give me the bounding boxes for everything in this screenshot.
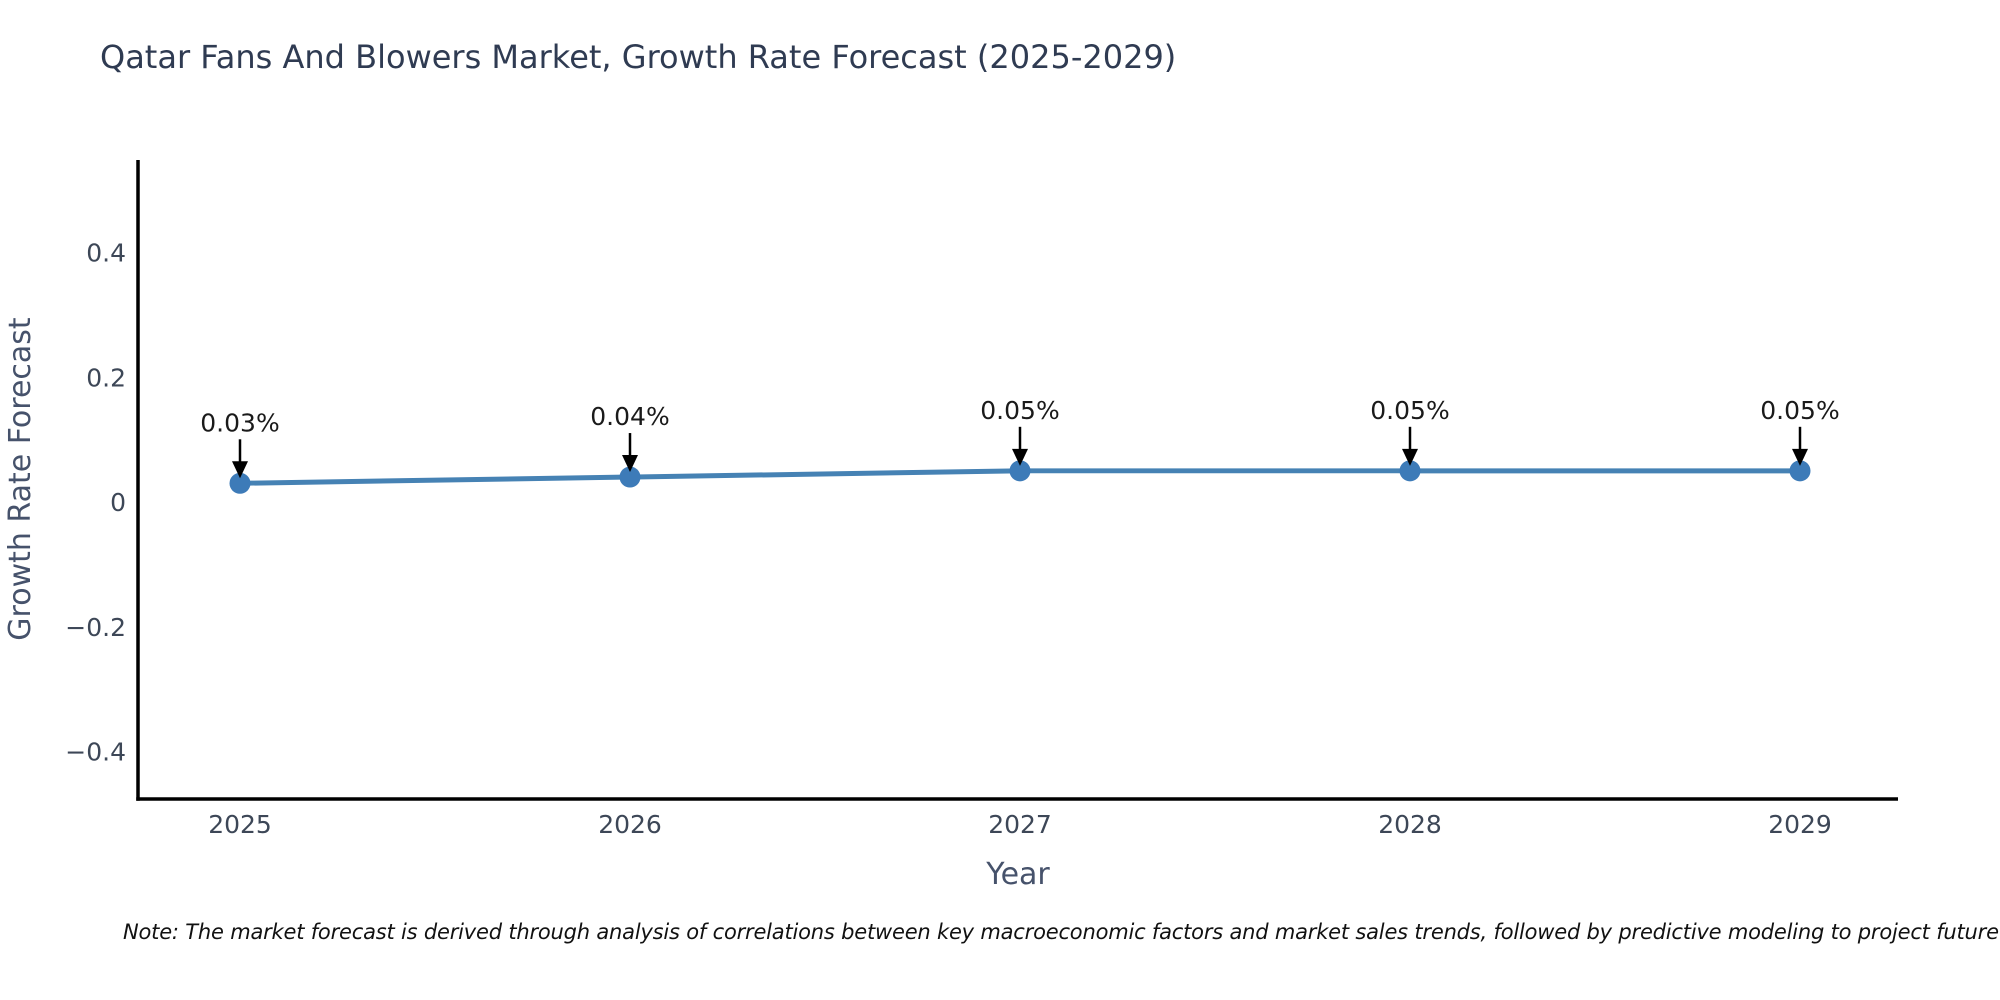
x-tick-label: 2029: [1768, 810, 1832, 839]
annotation-arrow-head: [1402, 448, 1418, 466]
x-tick-label: 2028: [1378, 810, 1442, 839]
x-tick-label: 2025: [208, 810, 272, 839]
x-tick-label: 2027: [988, 810, 1052, 839]
y-tick-label: 0.4: [86, 239, 126, 268]
y-tick-label: 0: [110, 488, 126, 517]
x-axis-title: Year: [985, 857, 1050, 892]
annotation-arrow-head: [1792, 448, 1808, 466]
annotation-arrow-head: [622, 455, 638, 473]
annotation-arrow-head: [1012, 448, 1028, 466]
point-label: 0.04%: [590, 402, 669, 431]
y-tick-label: −0.4: [65, 738, 126, 767]
y-tick-label: −0.2: [65, 613, 126, 642]
point-label: 0.03%: [200, 408, 279, 437]
data-point: [619, 466, 641, 488]
point-label: 0.05%: [1370, 396, 1449, 425]
point-label: 0.05%: [1760, 396, 1839, 425]
data-point: [1009, 460, 1031, 482]
data-point: [1789, 460, 1811, 482]
y-tick-label: 0.2: [86, 363, 126, 392]
annotation-arrow-head: [232, 461, 248, 479]
data-point: [1399, 460, 1421, 482]
chart-title: Qatar Fans And Blowers Market, Growth Ra…: [100, 38, 1177, 76]
point-label: 0.05%: [980, 396, 1059, 425]
footnote: Note: The market forecast is derived thr…: [123, 920, 2000, 944]
data-point: [229, 472, 251, 494]
x-tick-label: 2026: [598, 810, 662, 839]
y-axis-title: Growth Rate Forecast: [3, 317, 38, 641]
